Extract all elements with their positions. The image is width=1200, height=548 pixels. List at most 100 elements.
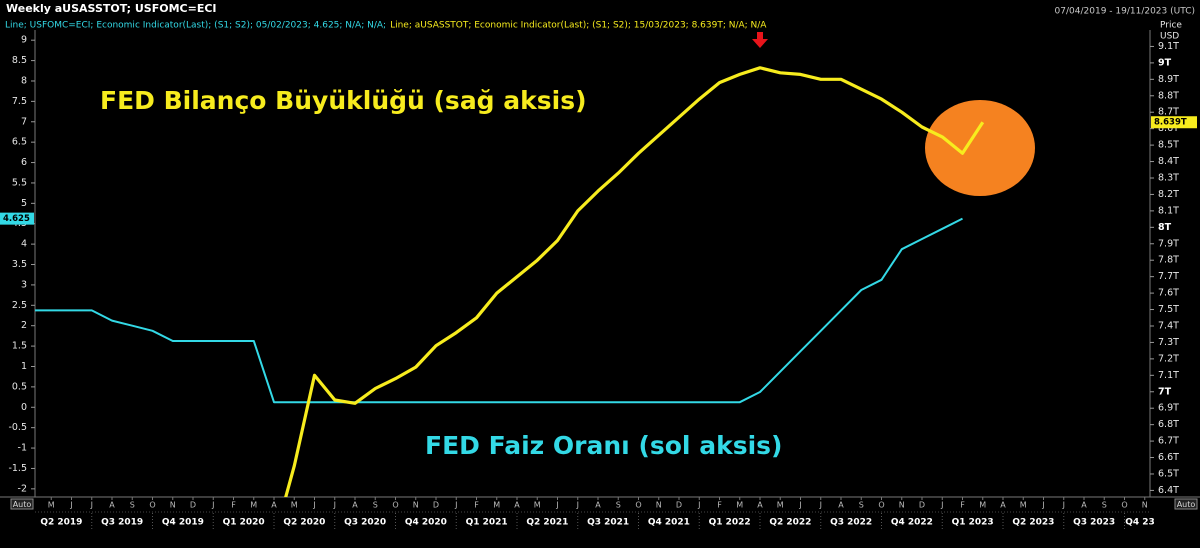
annotation: FED Bilanço Büyüklüğü (sağ aksis) — [100, 86, 587, 115]
month-label: J — [576, 501, 579, 510]
month-label: A — [514, 501, 520, 510]
y2-tick-label: 6.6T — [1158, 452, 1179, 463]
month-label: M — [493, 501, 500, 510]
chart-title: Weekly aUSASSTOT; USFOMC=ECI — [6, 2, 217, 15]
month-label: J — [819, 501, 822, 510]
month-label: O — [1121, 501, 1127, 510]
month-label: J — [1062, 501, 1065, 510]
y-tick-label: 7.5 — [12, 96, 27, 107]
month-label: F — [231, 501, 236, 510]
quarter-label: Q4 23 — [1125, 518, 1155, 528]
y2-title: USD — [1160, 32, 1179, 42]
y2-title: Price — [1160, 21, 1182, 31]
month-label: J — [211, 501, 214, 510]
y-tick-label: -2 — [18, 483, 27, 494]
y-tick-label: 1 — [21, 361, 27, 372]
auto-label[interactable]: Auto — [1177, 500, 1196, 509]
month-label: N — [899, 501, 905, 510]
y2-tick-label: 9.1T — [1158, 41, 1179, 52]
quarter-label: Q2 2023 — [1012, 518, 1054, 528]
month-label: D — [919, 501, 925, 510]
auto-button[interactable] — [1174, 498, 1198, 510]
date-range: 07/04/2019 - 19/11/2023 (UTC) — [1055, 7, 1195, 17]
y-tick-label: -1 — [18, 443, 27, 454]
y2-tick-label: 7.5T — [1158, 304, 1179, 315]
y2-tick-label: 6.4T — [1158, 485, 1179, 496]
current-value-box — [1151, 116, 1197, 129]
quarter-label: Q2 2022 — [769, 518, 811, 528]
quarter-label: Q1 2022 — [709, 518, 751, 528]
y2-tick-label: 7.9T — [1158, 238, 1179, 249]
month-label: S — [1102, 501, 1107, 510]
month-label: D — [433, 501, 439, 510]
month-label: J — [697, 501, 700, 510]
y-tick-label: -1.5 — [8, 463, 27, 474]
quarter-label: Q3 2021 — [587, 518, 629, 528]
month-label: S — [130, 501, 135, 510]
highlight-circle — [925, 100, 1035, 196]
peak-arrow — [752, 32, 768, 48]
y2-tick-label: 7.2T — [1158, 353, 1179, 364]
month-label: A — [838, 501, 844, 510]
month-label: M — [736, 501, 743, 510]
y2-tick-label: 8.9T — [1158, 74, 1179, 85]
auto-button[interactable] — [10, 498, 34, 510]
y-tick-label: 7 — [21, 116, 27, 127]
month-label: J — [90, 501, 93, 510]
y-tick-label: 3 — [21, 279, 27, 290]
series-description: Line; aUSASSTOT; Economic Indicator(Last… — [390, 21, 767, 31]
y-tick-label: 4 — [21, 239, 27, 250]
quarter-label: Q4 2021 — [648, 518, 690, 528]
month-label: O — [878, 501, 884, 510]
month-label: N — [170, 501, 176, 510]
month-label: N — [413, 501, 419, 510]
y2-tick-label: 8.2T — [1158, 189, 1179, 200]
y2-tick-label: 8.1T — [1158, 205, 1179, 216]
quarter-label: Q2 2021 — [526, 518, 568, 528]
quarter-label: Q1 2020 — [223, 518, 265, 528]
y-tick-label: 8.5 — [12, 55, 27, 66]
month-label: D — [190, 501, 196, 510]
month-label: J — [333, 501, 336, 510]
month-label: A — [1000, 501, 1006, 510]
month-label: M — [534, 501, 541, 510]
current-value-label: 8.639T — [1154, 118, 1187, 128]
y2-tick-label: 7.6T — [1158, 288, 1179, 299]
y-tick-label: 0.5 — [12, 381, 27, 392]
quarter-label: Q1 2021 — [466, 518, 508, 528]
month-label: J — [940, 501, 943, 510]
series-description: Line; USFOMC=ECI; Economic Indicator(Las… — [5, 21, 386, 31]
month-label: S — [859, 501, 864, 510]
quarter-label: Q3 2019 — [101, 518, 143, 528]
y2-tick-label: 7.4T — [1158, 320, 1179, 331]
y2-tick-label: 8.4T — [1158, 156, 1179, 167]
month-label: M — [48, 501, 55, 510]
y2-tick-label: 7.3T — [1158, 337, 1179, 348]
current-value-box — [0, 212, 34, 225]
y-tick-label: 8 — [21, 75, 27, 86]
quarter-label: Q2 2019 — [40, 518, 82, 528]
month-label: A — [109, 501, 115, 510]
series-line — [284, 66, 985, 497]
month-label: F — [717, 501, 722, 510]
y-tick-label: 0 — [21, 402, 27, 413]
month-label: J — [798, 501, 801, 510]
current-value-label: 4.625 — [3, 214, 30, 224]
quarter-label: Q3 2020 — [344, 518, 386, 528]
y-tick-label: 6 — [21, 157, 27, 168]
month-label: M — [1020, 501, 1027, 510]
month-label: A — [271, 501, 277, 510]
month-label: J — [312, 501, 315, 510]
month-label: O — [149, 501, 155, 510]
y2-tick-label: 7T — [1158, 386, 1172, 397]
auto-label[interactable]: Auto — [13, 500, 32, 509]
y-tick-label: 5 — [21, 198, 27, 209]
quarter-label: Q4 2019 — [162, 518, 204, 528]
y-tick-label: 5.5 — [12, 177, 27, 188]
month-label: M — [979, 501, 986, 510]
y2-tick-label: 8.5T — [1158, 140, 1179, 151]
y-tick-label: 3.5 — [12, 259, 27, 270]
y2-tick-label: 7.8T — [1158, 255, 1179, 266]
quarter-label: Q3 2022 — [830, 518, 872, 528]
